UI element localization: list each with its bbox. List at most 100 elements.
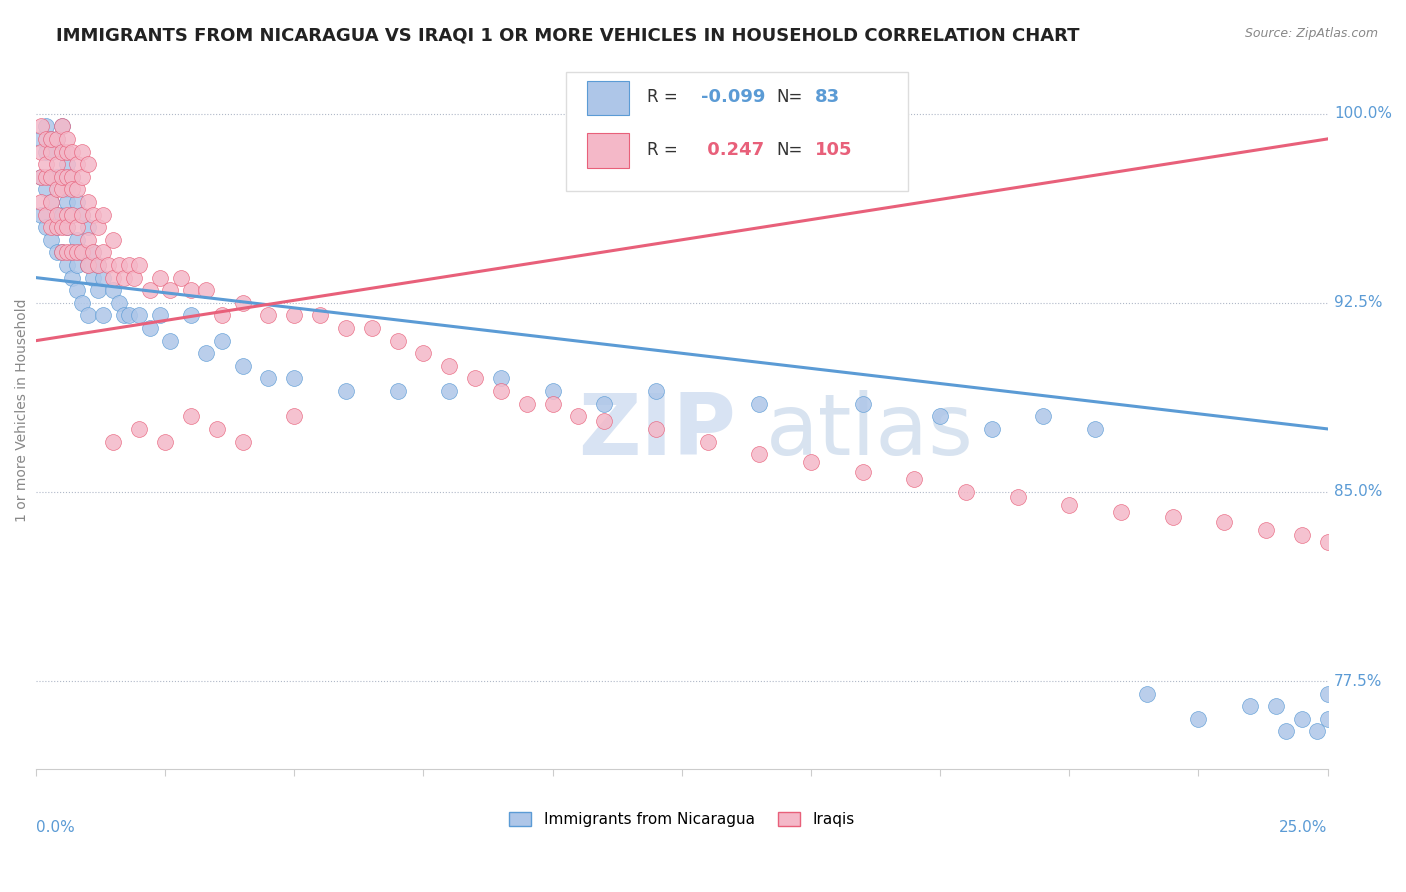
Point (128, 422, 150, 436)
Point (159, 283, 181, 297)
Point (118, 309, 141, 323)
Point (30, 120, 52, 134)
Point (1057, 498, 1080, 512)
Point (72, 245, 94, 260)
Point (30, 145, 52, 159)
Point (51, 208, 73, 222)
Legend: Immigrants from Nicaragua, Iraqis: Immigrants from Nicaragua, Iraqis (502, 806, 860, 833)
Point (66, 283, 89, 297)
Point (593, 397, 616, 411)
Point (30, 169, 52, 184)
Point (439, 384, 461, 398)
Point (103, 233, 125, 247)
Point (66, 194, 89, 209)
Point (51, 245, 73, 260)
Point (387, 384, 409, 398)
FancyBboxPatch shape (588, 133, 628, 168)
Point (51, 169, 73, 184)
Point (66, 245, 89, 260)
Point (257, 371, 280, 385)
Point (60, 270, 83, 285)
Point (45, 157, 67, 171)
Point (159, 334, 181, 348)
Point (1007, 490, 1029, 504)
Point (60, 245, 83, 260)
Point (283, 409, 305, 424)
Point (1032, 409, 1054, 424)
Point (439, 359, 461, 373)
Point (87, 258, 110, 272)
Point (35, 132, 58, 146)
Point (72, 145, 94, 159)
Point (1275, 724, 1298, 739)
Text: Source: ZipAtlas.com: Source: ZipAtlas.com (1244, 27, 1378, 40)
Point (76, 220, 98, 235)
Point (56, 258, 79, 272)
Point (103, 270, 125, 285)
FancyBboxPatch shape (588, 81, 628, 115)
Point (66, 233, 89, 247)
Point (112, 270, 135, 285)
Point (91, 270, 114, 285)
Point (82, 245, 104, 260)
Point (360, 321, 382, 335)
Point (72, 169, 94, 184)
Point (645, 422, 668, 436)
Point (30, 194, 52, 209)
Point (516, 397, 538, 411)
Point (41, 194, 63, 209)
Point (232, 296, 254, 310)
Point (309, 309, 332, 323)
Point (76, 194, 98, 209)
Text: 85.0%: 85.0% (1334, 484, 1382, 500)
Point (35, 157, 58, 171)
Text: 92.5%: 92.5% (1334, 295, 1382, 310)
Point (211, 309, 233, 323)
Point (45, 220, 67, 235)
Point (51, 120, 73, 134)
Y-axis label: 1 or more Vehicles in Household: 1 or more Vehicles in Household (15, 298, 30, 522)
Text: ZIP: ZIP (578, 390, 737, 473)
Point (232, 434, 254, 449)
Point (107, 296, 129, 310)
Point (1291, 528, 1313, 542)
Point (903, 472, 925, 486)
Text: N=: N= (776, 141, 803, 159)
Point (851, 465, 873, 479)
Text: 0.247: 0.247 (702, 141, 765, 159)
Point (41, 145, 63, 159)
Point (1316, 712, 1339, 726)
Point (91, 245, 114, 260)
Point (103, 283, 125, 297)
Point (45, 208, 67, 222)
Point (41, 145, 63, 159)
Point (567, 409, 589, 424)
Point (1213, 515, 1236, 529)
Point (45, 132, 67, 146)
Text: R =: R = (647, 88, 683, 106)
Point (56, 208, 79, 222)
Point (30, 132, 52, 146)
Point (955, 485, 977, 500)
Point (45, 208, 67, 222)
FancyBboxPatch shape (565, 72, 908, 191)
Point (211, 334, 233, 348)
Point (489, 384, 512, 398)
Text: atlas: atlas (766, 390, 974, 473)
Point (1109, 505, 1132, 519)
Text: R =: R = (647, 141, 683, 159)
Point (56, 220, 79, 235)
Point (35, 182, 58, 196)
Point (169, 270, 191, 285)
Point (195, 283, 218, 297)
Point (66, 258, 89, 272)
Point (56, 157, 79, 171)
Point (541, 384, 564, 398)
Point (41, 132, 63, 146)
Point (929, 409, 952, 424)
Point (41, 233, 63, 247)
Text: 83: 83 (815, 88, 839, 106)
Point (283, 309, 305, 323)
Text: 100.0%: 100.0% (1334, 106, 1392, 121)
Point (35, 120, 58, 134)
